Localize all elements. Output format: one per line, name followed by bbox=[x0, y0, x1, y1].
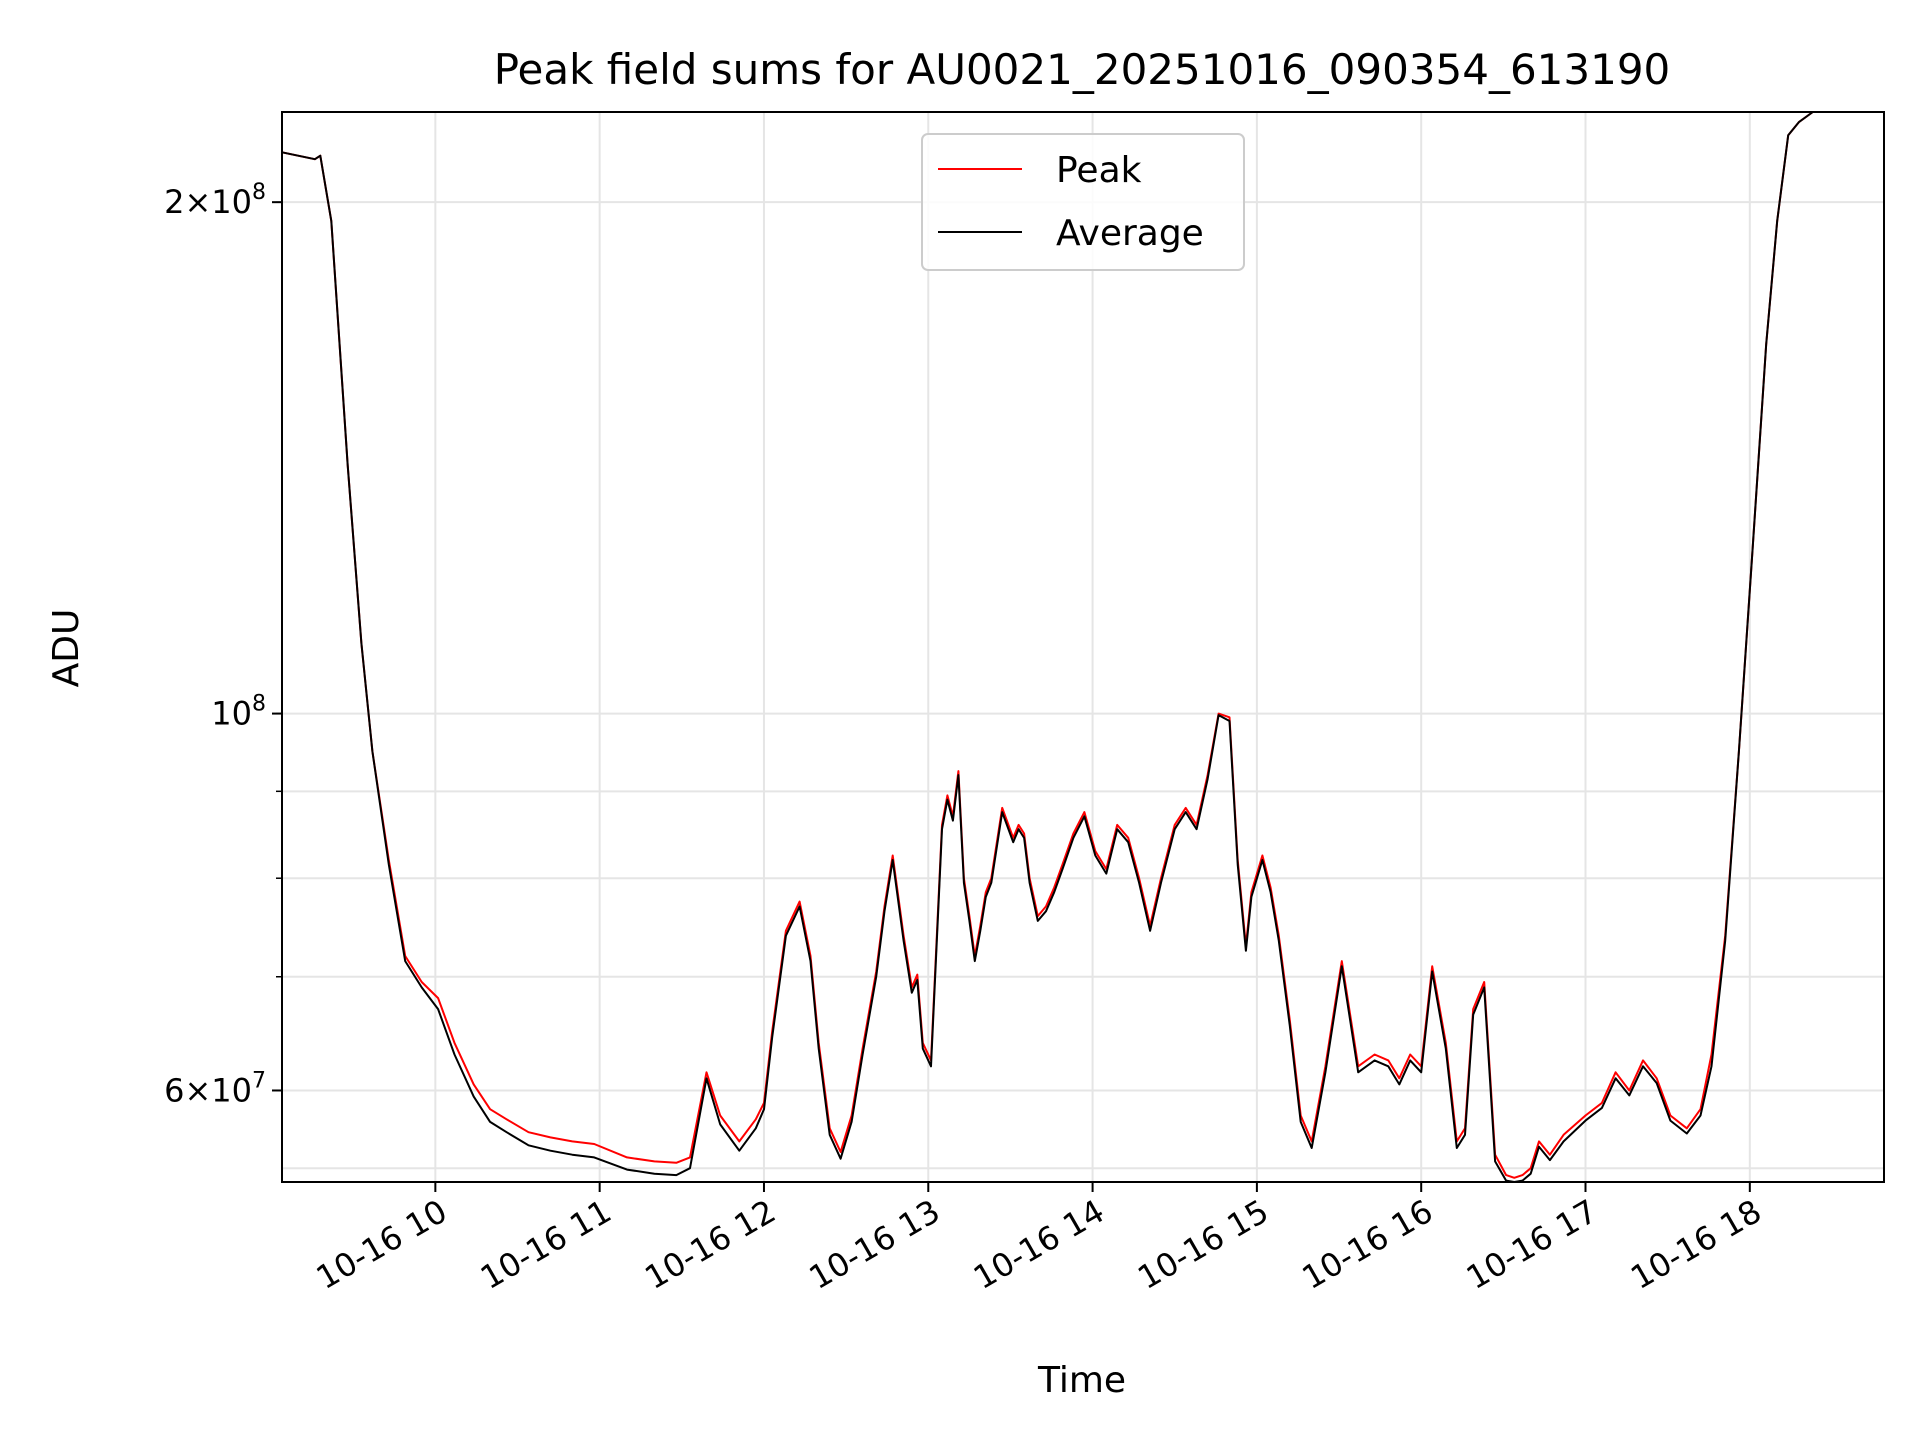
legend-label-average: Average bbox=[1056, 213, 1204, 254]
series-line-peak bbox=[281, 111, 1814, 1179]
y-axis-label: ADU bbox=[46, 609, 87, 688]
plot-frame bbox=[281, 111, 1885, 1183]
series-layer bbox=[281, 111, 1814, 1183]
y-tick-label: 108 bbox=[211, 692, 266, 733]
x-axis-label: Time bbox=[1037, 1360, 1126, 1401]
y-axis: 2×108 108 6×107 bbox=[164, 180, 282, 1109]
y-tick-mantissa: 6× bbox=[164, 1071, 211, 1109]
y-tick-exponent: 7 bbox=[252, 1068, 266, 1093]
chart-title: Peak field sums for AU0021_20251016_0903… bbox=[494, 45, 1671, 94]
legend: Peak Average bbox=[921, 133, 1245, 271]
y-tick-exponent: 8 bbox=[252, 180, 266, 205]
y-tick-label: 6×107 bbox=[164, 1068, 266, 1109]
legend-label-peak: Peak bbox=[1056, 150, 1142, 191]
y-tick-label: 2×108 bbox=[164, 180, 266, 221]
y-tick-mantissa: 2× bbox=[164, 183, 211, 221]
series-line-average bbox=[281, 111, 1814, 1183]
y-tick-exponent: 8 bbox=[252, 692, 266, 717]
